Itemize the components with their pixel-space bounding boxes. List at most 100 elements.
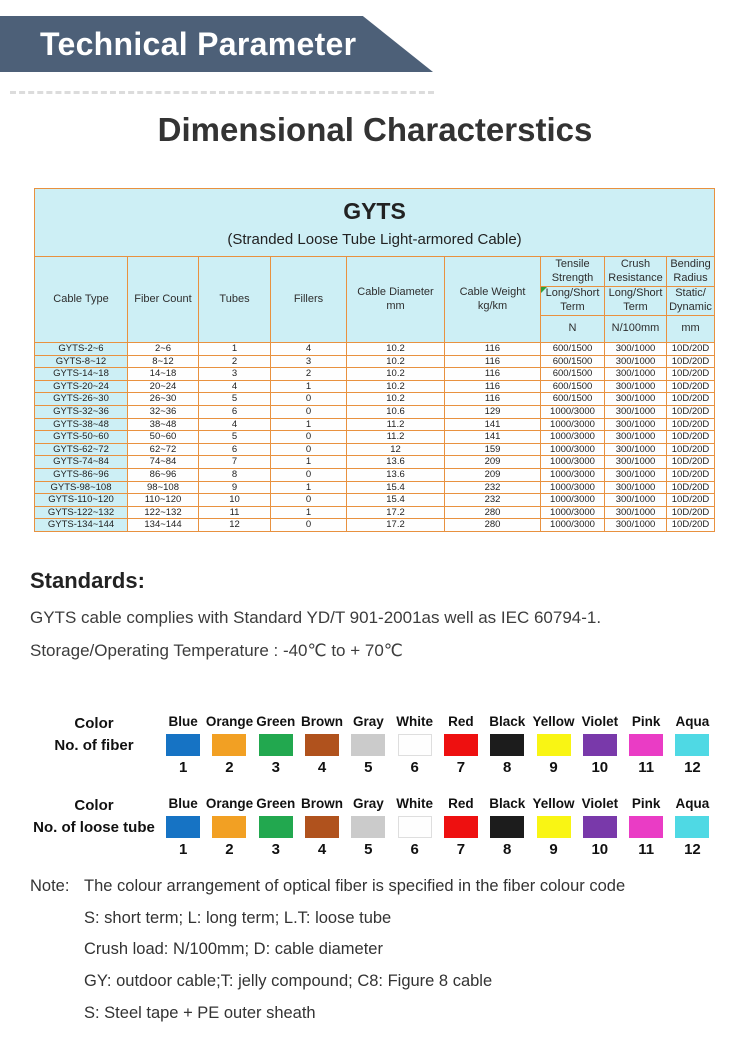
table-title: GYTS	[343, 198, 406, 225]
value-cell: 10.6	[346, 404, 445, 419]
color-number: 5	[364, 759, 373, 776]
color-swatch	[212, 734, 247, 756]
value-cell: 12	[346, 442, 445, 457]
tube-color-strip: Blue 1 Orange 2 Green 3 Brown 4 Gray 5 White 6 Red 7 B…	[160, 796, 716, 858]
color-number: 5	[364, 841, 373, 858]
value-cell: 10D/20D	[665, 467, 716, 482]
table-row: GYTS-86~96 86~96 8 0 13.6 209 1000/3000 300/100…	[34, 467, 716, 482]
color-name: Blue	[168, 796, 198, 811]
value-cell: 14~18	[127, 367, 199, 381]
value-cell: 15.4	[346, 493, 445, 507]
table-row: GYTS-8~12 8~12 2 3 10.2 116 600/1500 300/1000 10…	[34, 354, 716, 369]
color-name: Pink	[631, 714, 661, 729]
value-cell: 116	[444, 342, 541, 356]
color-number: 1	[178, 759, 188, 776]
value-cell: 300/1000	[604, 354, 667, 369]
color-swatch	[166, 816, 201, 838]
value-cell: 0	[270, 430, 347, 444]
color-number: 12	[684, 759, 701, 776]
value-cell: 11.2	[346, 417, 445, 432]
color-number: 12	[684, 841, 701, 858]
value-cell: 10.2	[346, 354, 445, 369]
fiber-color-label: Color	[74, 715, 114, 732]
color-swatch	[351, 734, 386, 756]
value-cell: 62~72	[127, 442, 199, 457]
color-item-aqua: Aqua 12	[669, 714, 715, 776]
color-item-violet: Violet 10	[577, 796, 623, 858]
cable-type-cell: GYTS-62~72	[34, 442, 128, 457]
color-item-black: Black 8	[484, 714, 530, 776]
color-name: Red	[448, 796, 474, 811]
value-cell: 10D/20D	[665, 379, 716, 394]
color-swatch	[490, 734, 525, 756]
table-header-row-unit: N N/100mm mm	[35, 315, 716, 343]
color-swatch	[443, 816, 478, 838]
value-cell: 11.2	[346, 430, 445, 444]
value-cell: 3	[270, 354, 347, 369]
value-cell: 13.6	[346, 467, 445, 482]
color-swatch	[582, 816, 617, 838]
color-name: White	[396, 796, 433, 811]
value-cell: 4	[270, 342, 347, 356]
color-name: Orange	[205, 714, 254, 729]
value-cell: 600/1500	[540, 392, 605, 406]
color-number: 2	[225, 841, 234, 858]
table-row: GYTS-134~144 134~144 12 0 17.2 280 1000/3000 30…	[34, 518, 716, 532]
color-item-gray: Gray 5	[345, 714, 391, 776]
value-cell: 10D/20D	[665, 505, 716, 520]
color-name: Green	[256, 714, 296, 729]
table-row: GYTS-74~84 74~84 7 1 13.6 209 1000/3000 300/100…	[34, 455, 716, 469]
color-name: Brown	[301, 714, 344, 729]
value-cell: 0	[270, 518, 347, 532]
spec-table: GYTS (Stranded Loose Tube Light-armored …	[33, 188, 716, 532]
value-cell: 116	[444, 354, 541, 369]
color-swatch	[675, 734, 710, 756]
value-cell: 1	[270, 480, 347, 495]
value-cell: 134~144	[127, 518, 199, 532]
value-cell: 32~36	[127, 404, 199, 419]
note-line-first: Note: The colour arrangement of optical …	[30, 876, 736, 897]
value-cell: 600/1500	[540, 354, 605, 369]
color-swatch	[675, 816, 710, 838]
table-subtitle: (Stranded Loose Tube Light-armored Cable…	[227, 230, 522, 248]
value-cell: 600/1500	[540, 342, 605, 356]
value-cell: 300/1000	[604, 392, 667, 406]
value-cell: 1	[198, 342, 271, 356]
color-name: Violet	[581, 796, 619, 811]
color-item-yellow: Yellow 9	[530, 796, 576, 858]
value-cell: 10D/20D	[665, 342, 716, 356]
col-header-tubes: Tubes	[198, 256, 271, 343]
crush-term-header: Long/Short Term	[604, 286, 667, 316]
table-header-row-main: Cable Type Fiber Count Tubes Fillers Cab…	[34, 256, 716, 343]
color-item-white: White 6	[391, 714, 437, 776]
color-item-orange: Orange 2	[205, 714, 254, 776]
color-number: 10	[591, 841, 609, 858]
value-cell: 0	[270, 493, 347, 507]
color-swatch	[351, 816, 386, 838]
fiber-color-strip: Blue 1 Orange 2 Green 3 Brown 4 Gray 5 White 6 Red 7 B…	[160, 714, 716, 776]
value-cell: 5	[198, 430, 271, 444]
color-swatch	[629, 816, 664, 838]
table-body: GYTS-2~6 2~6 1 4 10.2 116 600/1500 300/1000 10D/…	[34, 342, 716, 532]
value-cell: 10	[198, 493, 271, 507]
fiber-count-label: No. of fiber	[54, 737, 134, 754]
color-swatch	[443, 734, 478, 756]
value-cell: 280	[444, 518, 541, 532]
color-name: Yellow	[532, 796, 575, 811]
color-number: 4	[317, 841, 327, 858]
color-number: 11	[638, 759, 655, 776]
note-label: Note:	[30, 877, 70, 895]
color-item-blue: Blue 1	[160, 796, 206, 858]
standards-section: Standards: GYTS cable complies with Stan…	[30, 568, 720, 674]
col-header-tensile-strength: Tensile Strength	[540, 256, 605, 287]
note-line-1: The colour arrangement of optical fiber …	[84, 877, 626, 895]
cable-diameter-unit: mm	[386, 299, 405, 312]
color-item-violet: Violet 10	[577, 714, 623, 776]
color-name: Gray	[352, 714, 384, 729]
color-name: Black	[489, 714, 526, 729]
cable-type-cell: GYTS-26~30	[34, 392, 128, 406]
color-item-orange: Orange 2	[206, 796, 253, 858]
color-item-white: White 6	[391, 796, 437, 858]
value-cell: 10D/20D	[665, 480, 716, 495]
note-section: Note: The colour arrangement of optical …	[30, 876, 736, 1023]
